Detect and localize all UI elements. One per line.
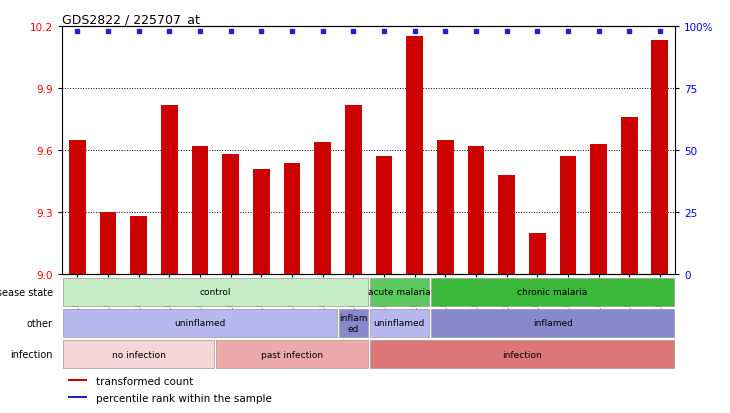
- Bar: [651, 41, 669, 275]
- Bar: [406, 37, 423, 275]
- Text: GDS2822 / 225707_at: GDS2822 / 225707_at: [62, 13, 200, 26]
- Text: uninflamed: uninflamed: [174, 319, 226, 328]
- Bar: [283, 163, 301, 275]
- Text: no infection: no infection: [112, 350, 166, 358]
- Bar: [437, 140, 454, 275]
- Bar: [130, 217, 147, 275]
- Bar: [431, 278, 675, 306]
- Text: control: control: [199, 288, 231, 297]
- Bar: [191, 147, 209, 275]
- Text: percentile rank within the sample: percentile rank within the sample: [96, 393, 272, 403]
- Text: infection: infection: [10, 349, 53, 359]
- Text: past infection: past infection: [261, 350, 323, 358]
- Text: inflamed: inflamed: [533, 319, 572, 328]
- Bar: [620, 118, 638, 275]
- Bar: [63, 340, 215, 368]
- Bar: [222, 155, 239, 275]
- Bar: [369, 340, 675, 368]
- Bar: [69, 140, 86, 275]
- Text: transformed count: transformed count: [96, 376, 193, 386]
- Text: infection: infection: [502, 350, 542, 358]
- Text: disease state: disease state: [0, 287, 53, 297]
- Text: other: other: [27, 318, 53, 328]
- Bar: [498, 176, 515, 275]
- Bar: [590, 145, 607, 275]
- Bar: [339, 309, 368, 337]
- Bar: [559, 157, 577, 275]
- Bar: [253, 169, 270, 275]
- Bar: [467, 147, 485, 275]
- Bar: [431, 309, 675, 337]
- Text: inflam
ed: inflam ed: [339, 313, 368, 333]
- Bar: [369, 278, 429, 306]
- Bar: [161, 105, 178, 275]
- Bar: [99, 213, 117, 275]
- Bar: [63, 278, 368, 306]
- Text: acute malaria: acute malaria: [368, 288, 431, 297]
- Bar: [216, 340, 368, 368]
- Bar: [345, 105, 362, 275]
- Bar: [369, 309, 429, 337]
- Text: chronic malaria: chronic malaria: [518, 288, 588, 297]
- Bar: [314, 142, 331, 275]
- Bar: [529, 233, 546, 275]
- Text: uninflamed: uninflamed: [374, 319, 425, 328]
- Bar: [63, 309, 337, 337]
- Bar: [375, 157, 393, 275]
- Bar: [68, 396, 87, 398]
- Bar: [68, 379, 87, 381]
